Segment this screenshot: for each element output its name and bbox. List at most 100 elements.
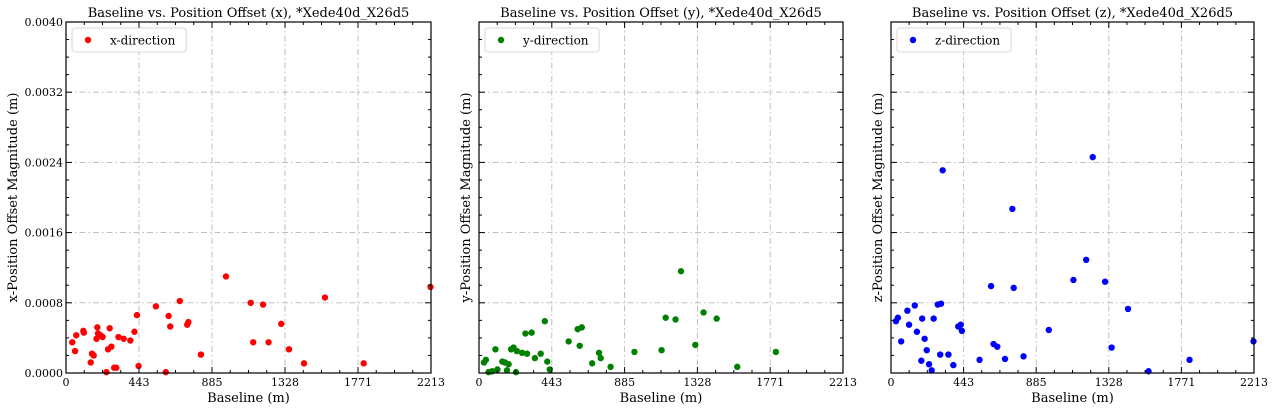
- y-data-point: [672, 316, 679, 323]
- y-data-point: [772, 348, 780, 356]
- x-data-point: [69, 339, 76, 346]
- z-data-point: [1186, 356, 1193, 364]
- x-data-point: [99, 333, 106, 341]
- z-data-point: [1045, 326, 1052, 334]
- x-tick-label: 2213: [417, 376, 445, 389]
- x-data-point: [197, 351, 205, 358]
- x-data-point: [80, 329, 88, 336]
- z-data-point: [950, 361, 957, 369]
- x-data-point: [165, 312, 172, 320]
- legend-marker: [84, 36, 92, 44]
- y-data-point: [541, 318, 548, 325]
- z-data-point: [1001, 355, 1009, 363]
- x-tick-label: 885: [202, 376, 223, 389]
- z-data-point: [1089, 153, 1096, 161]
- z-data-point: [1082, 256, 1090, 264]
- legend-box: [484, 27, 600, 53]
- x-data-point: [176, 297, 184, 305]
- x-tick-label: 1328: [683, 376, 711, 389]
- x-data-point: [127, 337, 134, 344]
- x-data-point: [167, 323, 174, 330]
- y-data-point: [518, 349, 526, 357]
- z-data-point: [1070, 276, 1077, 284]
- y-tick-label: 0.0000: [25, 367, 64, 380]
- x-data-point: [87, 359, 94, 366]
- x-data-point: [285, 346, 293, 353]
- x-axis-label: Baseline (m): [1031, 391, 1114, 406]
- z-data-point: [939, 167, 946, 174]
- y-data-point: [544, 358, 551, 365]
- legend-marker: [909, 36, 917, 44]
- plot-frame: [890, 21, 1255, 374]
- z-data-point: [930, 315, 937, 322]
- z-data-point: [1010, 284, 1017, 292]
- x-tick-label: 443: [129, 376, 150, 389]
- x-data-point: [321, 294, 329, 301]
- legend-box: [71, 27, 187, 53]
- x-tick-label: 885: [614, 376, 635, 389]
- legend: y-direction: [484, 27, 600, 53]
- x-data-point: [106, 325, 113, 332]
- x-data-point: [162, 368, 169, 376]
- legend: x-direction: [71, 27, 187, 53]
- z-data-point: [976, 356, 983, 364]
- chart-title: Baseline vs. Position Offset (z), *Xede4…: [912, 6, 1233, 21]
- x-data-point: [259, 301, 267, 308]
- z-data-point: [994, 343, 1001, 350]
- x-axis-label: Baseline (m): [207, 391, 290, 406]
- z-data-point: [928, 367, 935, 374]
- z-data-point: [923, 346, 930, 354]
- y-tick-label: 0.0040: [25, 16, 64, 29]
- y-data-point: [528, 329, 535, 336]
- x-data-point: [250, 339, 257, 346]
- y-data-point: [677, 268, 685, 275]
- y-data-point: [565, 338, 572, 345]
- y-data-point: [505, 361, 512, 368]
- z-data-point: [1101, 278, 1109, 285]
- z-data-point: [921, 335, 928, 342]
- z-data-point: [913, 328, 921, 335]
- legend-label: x-direction: [110, 34, 176, 48]
- x-data-point: [131, 328, 138, 335]
- y-data-point: [700, 309, 707, 316]
- y-data-point: [531, 354, 539, 362]
- plot-frame: [65, 21, 432, 374]
- x-tick-label: 1771: [1167, 376, 1195, 389]
- z-data-point: [897, 338, 905, 345]
- y-axis-label: z-Position Offset Magnitude (m): [871, 93, 886, 303]
- x-data-point: [265, 339, 272, 346]
- x-data-point: [113, 364, 120, 371]
- y-data-point: [631, 348, 638, 356]
- z-data-point: [1108, 344, 1115, 351]
- x-data-point: [185, 318, 192, 326]
- x-data-point: [222, 273, 230, 280]
- y-tick-label: 0.0008: [25, 297, 64, 310]
- x-data-point: [103, 368, 110, 376]
- y-data-point: [537, 350, 544, 357]
- y-data-point: [607, 363, 614, 371]
- z-data-point: [958, 327, 966, 335]
- z-data-point: [894, 314, 902, 321]
- x-data-point: [90, 352, 97, 359]
- x-data-point: [152, 303, 160, 310]
- y-data-point: [492, 346, 499, 353]
- chart-panel-x: 0 443 885 1328 1771 2213 0.0000 0.0008 0.0016 0.0…: [6, 6, 445, 406]
- z-data-point: [957, 321, 964, 328]
- y-axis-label: x-Position Offset Magnitude (m): [6, 93, 21, 303]
- z-data-point: [1009, 205, 1016, 213]
- x-tick-label: 443: [541, 376, 562, 389]
- z-data-point: [918, 315, 926, 322]
- z-data-point: [937, 300, 945, 307]
- y-data-point: [523, 350, 531, 357]
- x-data-point: [94, 324, 101, 331]
- plot-frame: [478, 21, 844, 374]
- y-axis-label: y-Position Offset Magnitude (m): [459, 92, 474, 303]
- legend: z-direction: [896, 27, 1012, 53]
- y-data-point: [597, 354, 604, 362]
- y-data-point: [658, 346, 665, 354]
- chart-title: Baseline vs. Position Offset (y), *Xede4…: [500, 6, 822, 21]
- y-data-point: [734, 363, 741, 371]
- legend-label: y-direction: [522, 34, 589, 48]
- y-data-point: [513, 347, 521, 355]
